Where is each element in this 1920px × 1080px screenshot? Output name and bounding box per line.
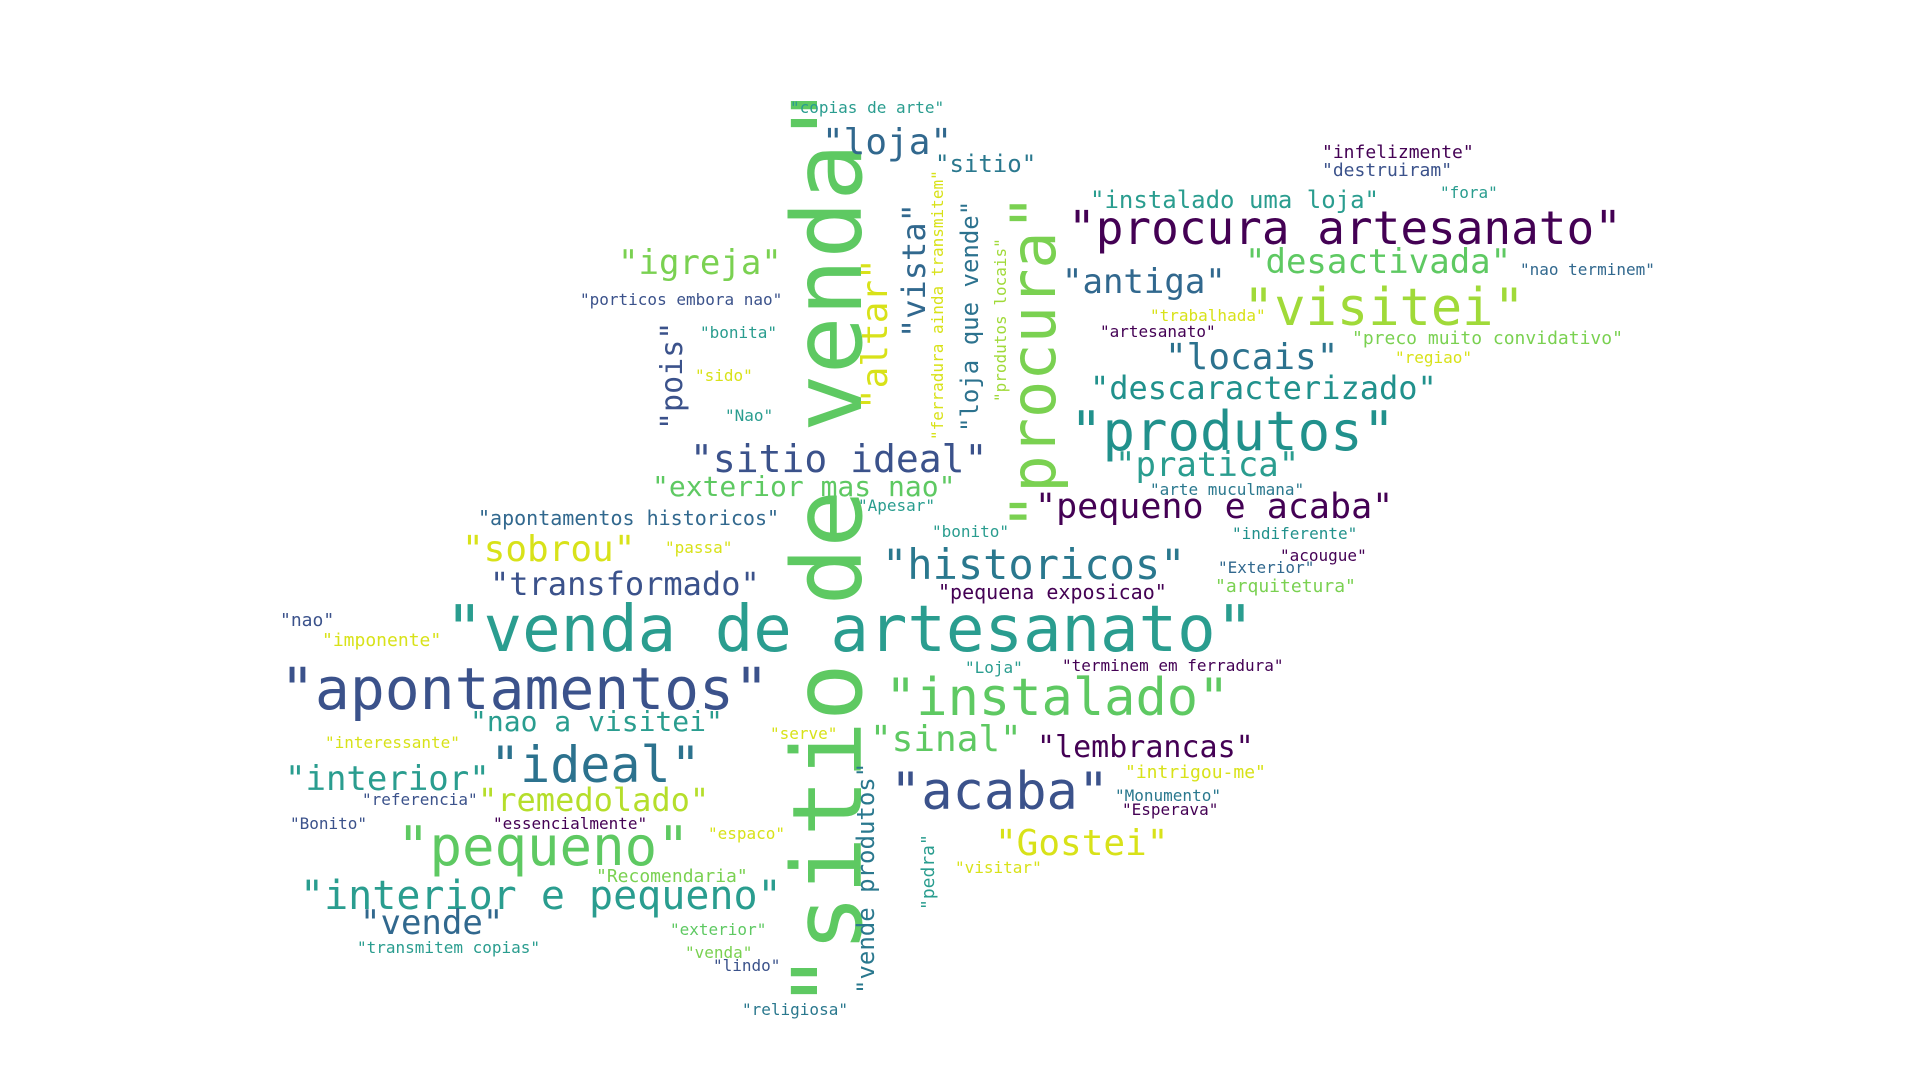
cloud-word: "lembrancas" — [1037, 730, 1254, 765]
cloud-word: "sido" — [695, 366, 753, 385]
cloud-word: "nao a visitei" — [470, 705, 723, 738]
cloud-word: "copias de arte" — [790, 98, 945, 117]
cloud-word: "acaba" — [890, 762, 1110, 822]
cloud-word: "espaco" — [708, 824, 786, 843]
cloud-word: "vista" — [895, 203, 933, 338]
cloud-word: "destruiram" — [1322, 160, 1453, 181]
cloud-word: "interessante" — [325, 733, 460, 752]
cloud-word: "apontamentos" — [280, 655, 769, 723]
cloud-word: "Apesar" — [858, 496, 936, 515]
cloud-word: "lindo" — [713, 956, 781, 975]
cloud-word: "passa" — [665, 538, 733, 557]
cloud-word: "nao" — [280, 610, 335, 631]
cloud-word: "imponente" — [322, 630, 442, 651]
cloud-word: "sitio" — [935, 150, 1037, 178]
cloud-word: "pequeno e acaba" — [1035, 487, 1394, 527]
cloud-word: "ferradura ainda transmitem" — [928, 170, 947, 440]
cloud-word: "ideal" — [490, 736, 701, 794]
cloud-word: "preco muito convidativo" — [1352, 328, 1623, 349]
cloud-word: "desactivada" — [1245, 242, 1512, 282]
cloud-word: "vende" — [360, 903, 504, 943]
cloud-word: "transmitem copias" — [357, 938, 541, 957]
cloud-word: "acougue" — [1280, 546, 1367, 565]
cloud-word: "exterior mas nao" — [652, 470, 956, 503]
cloud-word: "procura" — [997, 194, 1070, 530]
cloud-word: "nao terminem" — [1520, 260, 1655, 279]
cloud-word: "arte muculmana" — [1150, 480, 1305, 499]
cloud-word: "essencialmente" — [493, 814, 648, 833]
cloud-word: "visitar" — [955, 858, 1042, 877]
cloud-word: "regiao" — [1395, 348, 1473, 367]
cloud-word: "pratica" — [1115, 445, 1300, 485]
cloud-word: "venda" — [685, 943, 753, 962]
cloud-word: "sobrou" — [462, 529, 636, 570]
cloud-word: "sinal" — [870, 719, 1022, 760]
cloud-word: "arquitetura" — [1215, 576, 1356, 597]
cloud-word: "fora" — [1440, 183, 1498, 202]
cloud-word: "pedra" — [918, 834, 939, 910]
cloud-word: "serve" — [770, 724, 838, 743]
cloud-word: "sitio ideal" — [690, 437, 988, 481]
cloud-word: "terminem em ferradura" — [1062, 656, 1284, 675]
cloud-word: "bonito" — [932, 522, 1010, 541]
cloud-word: "Recomendaria" — [596, 866, 748, 887]
cloud-word: "produtos" — [1070, 400, 1396, 463]
cloud-word: "igreja" — [618, 243, 782, 283]
cloud-word: "pequeno" — [397, 815, 690, 878]
cloud-word: "Gostei" — [995, 823, 1169, 864]
cloud-word: "vende produtos" — [852, 762, 880, 994]
cloud-word: "infelizmente" — [1322, 142, 1474, 163]
cloud-word: "apontamentos historicos" — [478, 506, 780, 530]
cloud-word: "locais" — [1165, 337, 1339, 378]
cloud-word: "instalado uma loja" — [1090, 186, 1379, 214]
cloud-word: "artesanato" — [1100, 322, 1216, 341]
cloud-word: "venda de artesanato" — [445, 593, 1255, 667]
cloud-word: "Monumento" — [1115, 786, 1221, 805]
cloud-word: "antiga" — [1062, 262, 1226, 302]
cloud-word: "Exterior" — [1218, 558, 1315, 577]
cloud-word: "produtos locais" — [991, 238, 1010, 402]
cloud-word: "Loja" — [965, 658, 1023, 677]
cloud-word: "remedolado" — [478, 781, 710, 819]
cloud-word: "referencia" — [362, 790, 478, 809]
cloud-word: "bonita" — [700, 323, 778, 342]
cloud-word: "porticos embora nao" — [580, 290, 783, 309]
cloud-word: "pois" — [655, 321, 690, 430]
cloud-word: "visitei" — [1243, 278, 1525, 338]
cloud-word: "loja" — [822, 122, 953, 163]
cloud-word: "altar" — [855, 258, 896, 410]
cloud-word: "instalado" — [885, 668, 1230, 728]
cloud-word: "loja que vende" — [956, 200, 984, 432]
cloud-word: "interior e pequeno" — [300, 873, 782, 919]
cloud-word: "descaracterizado" — [1090, 369, 1437, 407]
cloud-word: "historicos" — [882, 540, 1186, 589]
cloud-word: "Bonito" — [290, 814, 368, 833]
cloud-word: "indiferente" — [1232, 524, 1358, 543]
cloud-word: "intrigou-me" — [1125, 762, 1266, 783]
cloud-word: "pequena exposicao" — [938, 580, 1167, 604]
cloud-word: "Esperava" — [1122, 800, 1219, 819]
cloud-word: "trabalhada" — [1150, 306, 1266, 325]
cloud-word: "Nao" — [725, 406, 774, 425]
cloud-word: "transformado" — [490, 565, 760, 603]
cloud-word: "interior" — [285, 759, 490, 799]
cloud-word: "religiosa" — [742, 1000, 848, 1019]
cloud-word: "exterior" — [670, 920, 767, 939]
cloud-word: "procura artesanato" — [1068, 201, 1622, 255]
